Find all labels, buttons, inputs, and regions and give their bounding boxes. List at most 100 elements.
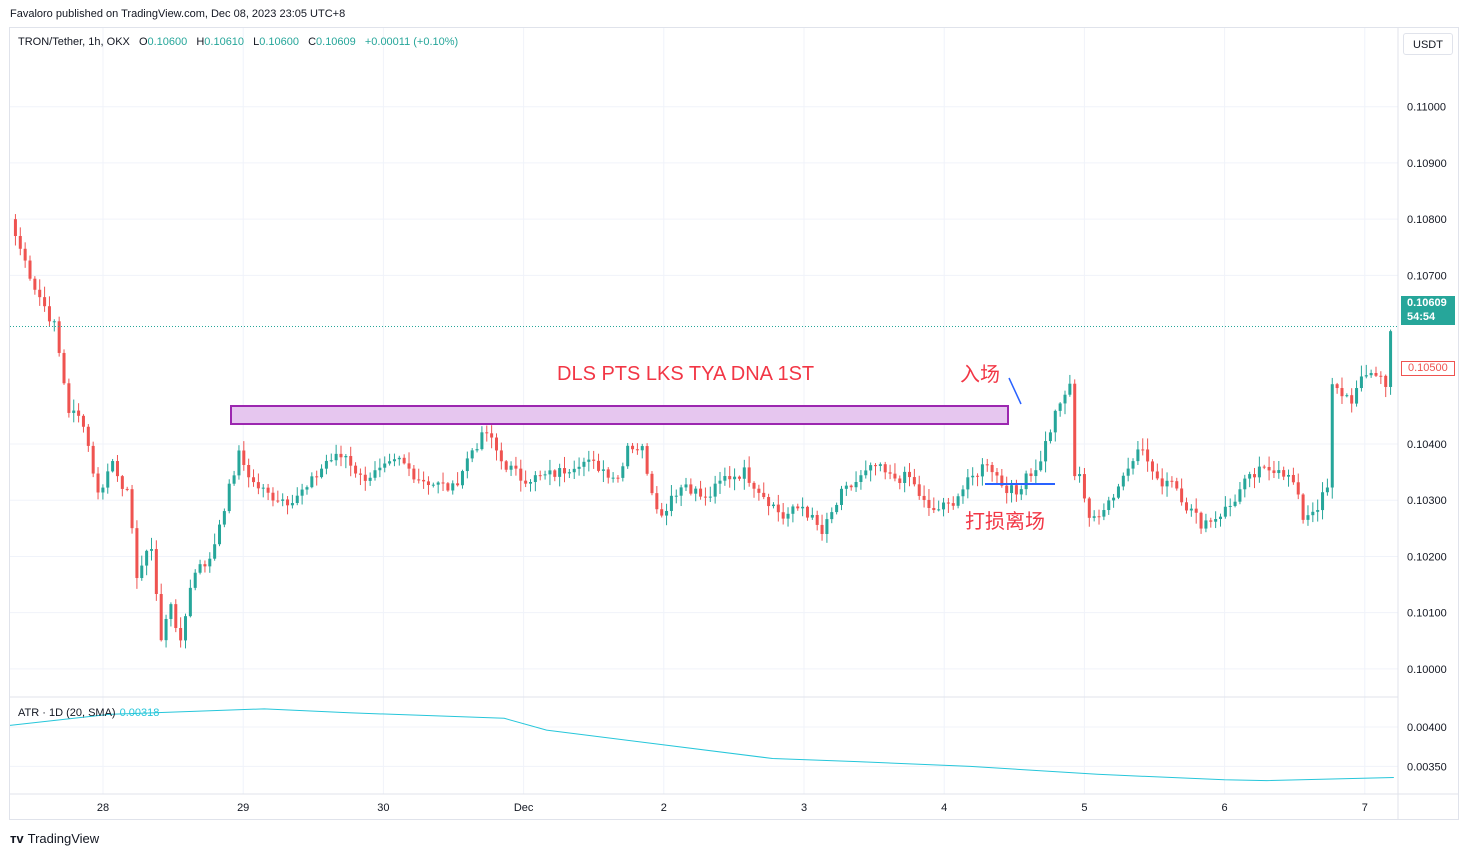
- low-value: 0.10600: [259, 36, 299, 48]
- candle-body: [805, 506, 809, 518]
- tradingview-footer[interactable]: ᴛᴠ TradingView: [10, 831, 99, 846]
- candle-body: [1218, 516, 1223, 520]
- last-price-value: 0.10609: [1407, 297, 1447, 309]
- candle-body: [733, 476, 737, 480]
- candle-body: [252, 477, 256, 483]
- candle-body: [1384, 375, 1388, 387]
- candle-body: [349, 456, 353, 466]
- candle-body: [115, 461, 119, 477]
- chart-frame: [9, 27, 1459, 820]
- candle-body: [869, 465, 873, 471]
- candle-body: [81, 415, 85, 427]
- close-value: 0.10609: [316, 36, 356, 48]
- candle-body: [742, 467, 746, 479]
- candle-body: [1000, 475, 1004, 486]
- symbol-legend[interactable]: TRON/Tether, 1h, OKX O0.10600 H0.10610 L…: [18, 36, 458, 48]
- candle-body: [762, 492, 766, 498]
- candle-body: [334, 453, 338, 461]
- brand-name: TradingView: [27, 831, 100, 846]
- candle-body: [242, 450, 246, 465]
- candle-body: [956, 496, 960, 506]
- entry-annotation[interactable]: 入场: [960, 364, 1000, 386]
- candle-body: [976, 475, 980, 477]
- candle-body: [606, 469, 610, 478]
- candle-body: [339, 453, 343, 458]
- candle-body: [1287, 474, 1291, 477]
- candle-body: [538, 475, 542, 477]
- candle-body: [1092, 516, 1096, 518]
- candle-body: [1078, 474, 1082, 477]
- candle-body: [28, 260, 32, 279]
- high-value: 0.10610: [204, 36, 245, 48]
- candle-body: [1345, 395, 1349, 397]
- candle-body: [1253, 474, 1257, 478]
- zone-annotation[interactable]: DLS PTS LKS TYA DNA 1ST: [557, 363, 815, 385]
- atr-legend[interactable]: ATR · 1D (20, SMA) 0.00318: [18, 707, 159, 719]
- candle-body: [1048, 432, 1052, 442]
- candle-body: [1175, 481, 1179, 489]
- candle-body: [572, 468, 576, 473]
- candle-body: [679, 487, 683, 496]
- stop-annotation[interactable]: 打损离场: [965, 511, 1045, 533]
- candle-body: [533, 475, 537, 483]
- atr-label: ATR · 1D (20, SMA): [18, 707, 116, 719]
- candle-body: [358, 473, 362, 475]
- candle-body: [1374, 372, 1378, 376]
- candle-body: [728, 476, 732, 480]
- candle-body: [771, 504, 775, 507]
- candle-body: [1180, 488, 1184, 503]
- candle-body: [456, 483, 460, 486]
- candle-body: [1165, 480, 1169, 487]
- time-tick-label: 7: [1362, 802, 1368, 814]
- candle-body: [237, 450, 241, 476]
- candle-body: [1316, 510, 1320, 512]
- price-tick-label: 0.10700: [1407, 270, 1447, 282]
- candle-body: [111, 461, 115, 472]
- candle-body: [864, 470, 868, 476]
- price-tick-label: 0.10100: [1407, 608, 1447, 620]
- candle-body: [1053, 410, 1057, 433]
- candle-body: [412, 468, 416, 480]
- bar-countdown: 54:54: [1407, 311, 1436, 323]
- candle-body: [62, 352, 66, 384]
- candle-body: [699, 488, 703, 497]
- candle-body: [990, 464, 994, 473]
- candle-body: [820, 524, 824, 534]
- candle-body: [932, 507, 936, 511]
- atr-axis: 0.00400 0.00350: [1407, 722, 1447, 773]
- candle-body: [737, 476, 741, 479]
- candle-body: [1257, 466, 1261, 478]
- candle-body: [320, 468, 324, 478]
- candle-body: [451, 483, 455, 491]
- candle-body: [1194, 508, 1198, 513]
- candle-body: [77, 410, 81, 416]
- candle-body: [290, 503, 294, 506]
- candle-body: [747, 467, 751, 483]
- symbol-name: TRON/Tether, 1h, OKX: [18, 36, 130, 48]
- candle-body: [504, 461, 508, 470]
- candle-body: [310, 476, 314, 488]
- candle-body: [183, 616, 188, 641]
- candle-body: [713, 483, 717, 497]
- candle-body: [1189, 508, 1193, 511]
- candle-body: [815, 514, 819, 525]
- candlestick-series: [13, 214, 1393, 649]
- candle-body: [723, 476, 727, 481]
- atr-series: [9, 708, 1394, 782]
- candle-body: [611, 477, 615, 479]
- candle-body: [149, 549, 153, 551]
- candle-body: [1272, 470, 1276, 474]
- time-tick-label: 28: [97, 802, 109, 814]
- candle-body: [1073, 383, 1077, 477]
- currency-unit-button[interactable]: USDT: [1403, 33, 1453, 55]
- candle-body: [271, 492, 275, 501]
- candle-body: [47, 306, 51, 322]
- candle-body: [295, 495, 299, 504]
- candle-body: [942, 502, 946, 510]
- candle-body: [1155, 471, 1159, 479]
- candle-body: [703, 496, 707, 498]
- price-tick-label: 0.10900: [1407, 158, 1447, 170]
- candle-body: [392, 459, 396, 462]
- candle-body: [1058, 403, 1062, 411]
